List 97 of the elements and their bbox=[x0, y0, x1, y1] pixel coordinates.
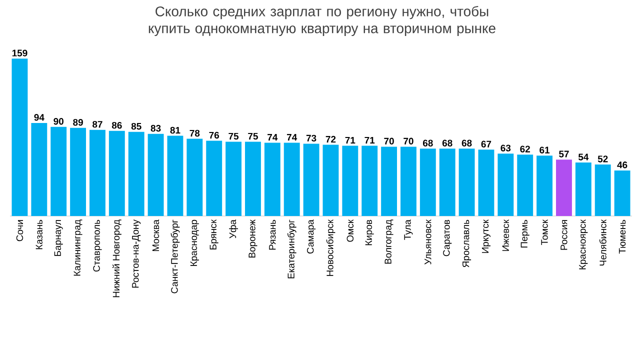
bar bbox=[517, 154, 534, 216]
bar bbox=[128, 132, 144, 216]
bar bbox=[148, 134, 164, 216]
data-label: 61 bbox=[540, 146, 550, 154]
x-tick-label: Омск bbox=[346, 219, 354, 242]
bar bbox=[575, 162, 592, 216]
bar bbox=[303, 144, 320, 216]
bar bbox=[400, 146, 416, 216]
x-tick-label: Барнаул bbox=[54, 220, 63, 256]
x-tick-label: Тула bbox=[404, 220, 413, 240]
x-tick-label: Тюмень bbox=[618, 220, 626, 254]
data-label: 159 bbox=[12, 50, 28, 56]
bar bbox=[90, 130, 106, 216]
bar bbox=[381, 146, 398, 216]
x-tick-label: Екатеринбург bbox=[287, 220, 296, 278]
data-label: 54 bbox=[578, 154, 589, 160]
x-tick-label: Санкт-Петербург bbox=[170, 220, 180, 294]
x-tick-label: Рязань bbox=[269, 220, 276, 250]
data-label: 83 bbox=[150, 124, 161, 132]
bar bbox=[284, 142, 300, 216]
data-label: 94 bbox=[34, 114, 44, 121]
data-label: 72 bbox=[326, 136, 336, 143]
x-tick-label: Саратов bbox=[443, 220, 452, 256]
data-label: 68 bbox=[462, 140, 472, 146]
data-label: 62 bbox=[520, 146, 530, 152]
bar bbox=[614, 170, 630, 216]
bar bbox=[167, 136, 184, 216]
bar bbox=[12, 58, 28, 216]
bar bbox=[31, 122, 48, 216]
data-label: 57 bbox=[559, 150, 569, 158]
x-tick-label: Брянск bbox=[210, 219, 218, 250]
bar bbox=[478, 150, 494, 216]
data-label: 67 bbox=[481, 140, 492, 148]
x-tick-label: Россия bbox=[560, 220, 568, 250]
x-tick-label: Ярославль bbox=[462, 220, 472, 268]
x-tick-label: Калининград bbox=[74, 220, 82, 276]
bar bbox=[498, 154, 514, 216]
bar bbox=[226, 142, 242, 216]
x-tick-label: Волгоград bbox=[384, 220, 394, 264]
data-label: 87 bbox=[92, 120, 102, 128]
x-tick-label: Ижевск bbox=[502, 219, 509, 251]
data-label: 70 bbox=[384, 138, 394, 145]
bar bbox=[362, 146, 378, 216]
x-tick-label: Воронеж bbox=[248, 220, 258, 258]
bar bbox=[536, 156, 553, 216]
bar bbox=[108, 130, 125, 216]
data-label: 85 bbox=[131, 122, 142, 130]
data-label: 71 bbox=[364, 136, 375, 144]
data-label: 89 bbox=[73, 118, 83, 126]
data-label: 46 bbox=[617, 162, 628, 168]
bar bbox=[186, 138, 203, 216]
data-label: 75 bbox=[248, 132, 258, 140]
x-tick-label: Нижний Новгород bbox=[112, 220, 122, 298]
bar bbox=[439, 148, 456, 216]
data-label: 78 bbox=[190, 130, 200, 137]
data-label: 90 bbox=[54, 118, 64, 125]
bar bbox=[70, 128, 86, 216]
data-label: 76 bbox=[209, 132, 220, 139]
x-tick-label: Краснодар bbox=[190, 220, 199, 266]
data-label: 74 bbox=[268, 134, 278, 141]
data-label: 81 bbox=[170, 126, 180, 134]
bar bbox=[245, 142, 261, 216]
x-tick-label: Киров bbox=[365, 220, 374, 246]
bar bbox=[322, 144, 339, 216]
bar bbox=[458, 148, 475, 216]
data-label: 71 bbox=[345, 136, 356, 144]
x-tick-label: Красноярск bbox=[579, 219, 588, 270]
bar bbox=[594, 164, 611, 216]
x-tick-label: Ростов-на-Дону bbox=[132, 220, 141, 288]
data-label: 74 bbox=[286, 134, 298, 141]
data-label: 86 bbox=[112, 122, 122, 129]
bar bbox=[556, 160, 572, 216]
x-tick-label: Новосибирск bbox=[326, 219, 336, 276]
x-tick-label: Уфа bbox=[229, 220, 238, 238]
x-tick-label: Казань bbox=[36, 220, 42, 250]
x-tick-label: Ставрополь bbox=[93, 220, 102, 272]
bar bbox=[342, 146, 358, 216]
x-tick-label: Челябинск bbox=[599, 219, 606, 266]
x-tick-label: Пермь bbox=[520, 220, 530, 248]
data-label: 75 bbox=[228, 132, 239, 140]
data-label: 68 bbox=[442, 140, 452, 146]
bar bbox=[50, 126, 67, 216]
data-label: 73 bbox=[306, 134, 316, 142]
bar bbox=[420, 148, 436, 216]
x-tick-label: Иркутск bbox=[482, 219, 490, 253]
chart-title: Сколько средних зарплат по региону нужно, чтобы купить однокомнатную квартиру на вторичном рынке bbox=[148, 6, 496, 36]
x-tick-label: Томск bbox=[541, 219, 548, 245]
bar bbox=[206, 140, 222, 216]
data-label: 70 bbox=[404, 138, 414, 145]
x-tick-label: Сочи bbox=[16, 220, 24, 242]
x-tick-label: Самара bbox=[307, 220, 316, 254]
x-tick-label: Ульяновск bbox=[424, 219, 432, 265]
data-label: 68 bbox=[422, 140, 433, 146]
data-label: 52 bbox=[598, 156, 608, 162]
bar bbox=[264, 142, 280, 216]
x-tick-label: Москва bbox=[152, 220, 160, 252]
data-label: 63 bbox=[500, 144, 511, 152]
